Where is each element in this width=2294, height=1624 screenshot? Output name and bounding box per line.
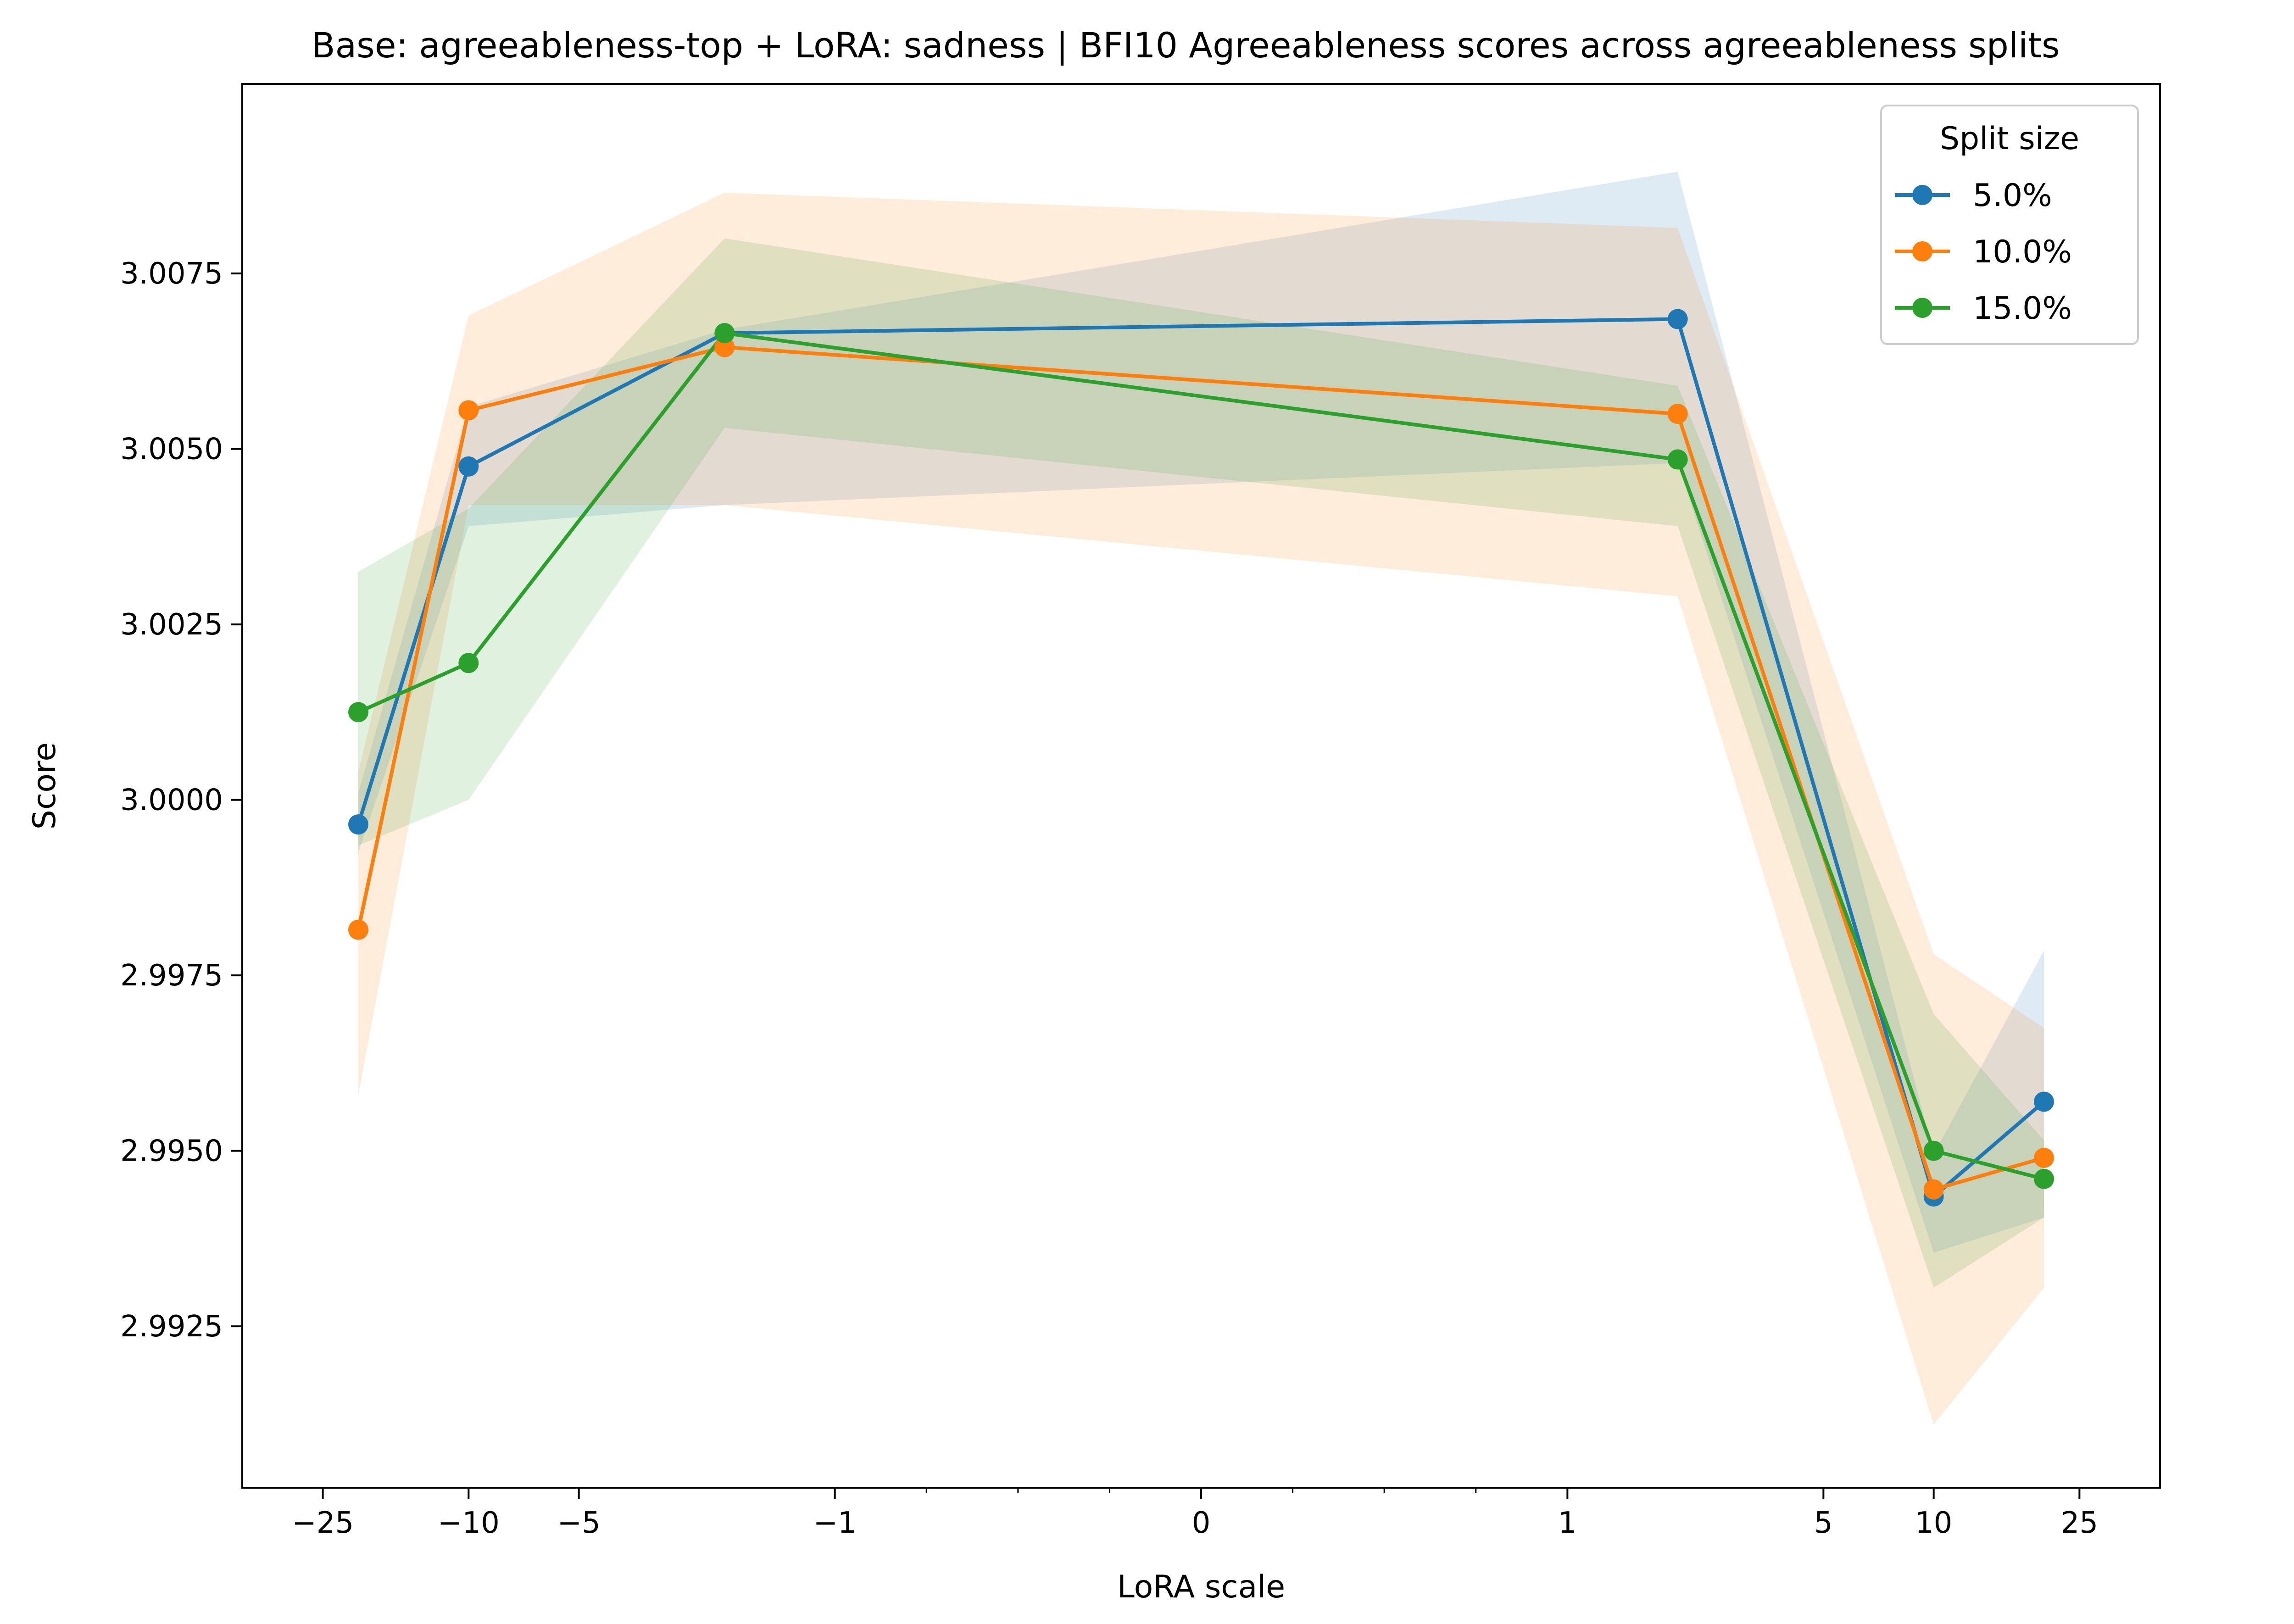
band-series-1 [358, 172, 2044, 1253]
line-series-3 [357, 331, 2044, 1181]
x-tick-label: −10 [438, 1506, 500, 1540]
line-series-1 [356, 317, 2045, 1199]
x-tick-label: −25 [292, 1506, 354, 1540]
point-series-1-6 [2033, 1091, 2054, 1112]
band-series-3 [358, 238, 2044, 1288]
y-tick-label: 3.0075 [120, 257, 223, 291]
y-tick-label: 2.9925 [120, 1310, 223, 1344]
legend-label-3: 15.0% [1973, 290, 2072, 327]
legend: Split size 5.0% 10.0% 15.0% [1880, 105, 2139, 345]
point-series-2-5 [1923, 1179, 1944, 1200]
legend-title: Split size [1940, 121, 2079, 157]
point-series-3-4 [1667, 449, 1688, 470]
y-tick-label: 3.0025 [120, 608, 223, 642]
x-tick-label: −1 [813, 1506, 856, 1540]
chart-title: Base: agreeableness-top + LoRA: sadness … [311, 25, 2060, 66]
legend-marker-1 [1912, 185, 1932, 205]
point-series-2-2 [458, 400, 479, 421]
point-series-2-1 [348, 919, 369, 940]
legend-marker-2 [1912, 241, 1932, 261]
x-tick-label: −5 [557, 1506, 600, 1540]
point-series-3-3 [714, 323, 735, 344]
y-tick-label: 3.0000 [120, 784, 223, 818]
point-series-3-6 [2033, 1168, 2054, 1189]
series-lines [356, 317, 2045, 1199]
point-series-3-2 [458, 653, 479, 673]
point-series-3-5 [1923, 1140, 1944, 1161]
y-tick-label: 3.0050 [120, 433, 223, 467]
x-axis-label: LoRA scale [1117, 1569, 1285, 1605]
y-tick-label: 2.9950 [120, 1135, 223, 1168]
x-tick-label: 25 [2061, 1506, 2098, 1540]
x-axis: −25 −10 −5 −1 0 1 5 10 25 [292, 1488, 2098, 1540]
confidence-bands [358, 172, 2044, 1425]
point-series-1-2 [458, 456, 479, 477]
legend-label-1: 5.0% [1973, 178, 2052, 214]
legend-marker-3 [1912, 298, 1932, 318]
series-markers [348, 309, 2054, 1207]
point-series-2-4 [1667, 404, 1688, 424]
y-tick-label: 2.9975 [120, 959, 223, 993]
point-series-3-1 [348, 702, 369, 723]
x-tick-label: 5 [1814, 1506, 1833, 1540]
y-axis-label: Score [27, 742, 63, 829]
point-series-1-4 [1667, 309, 1688, 329]
x-tick-label: 0 [1192, 1506, 1211, 1540]
legend-box [1880, 105, 2139, 345]
y-axis: 2.9925 2.9950 2.9975 3.0000 3.0025 3.0050 3.00… [120, 257, 242, 1344]
point-series-2-3 [714, 337, 735, 357]
point-series-2-6 [2033, 1147, 2054, 1168]
x-tick-label: 10 [1915, 1506, 1952, 1540]
x-tick-label: 1 [1558, 1506, 1577, 1540]
point-series-1-1 [348, 814, 369, 835]
line-series-2 [356, 345, 2045, 1191]
legend-label-2: 10.0% [1973, 234, 2072, 270]
band-series-2 [358, 193, 2044, 1425]
